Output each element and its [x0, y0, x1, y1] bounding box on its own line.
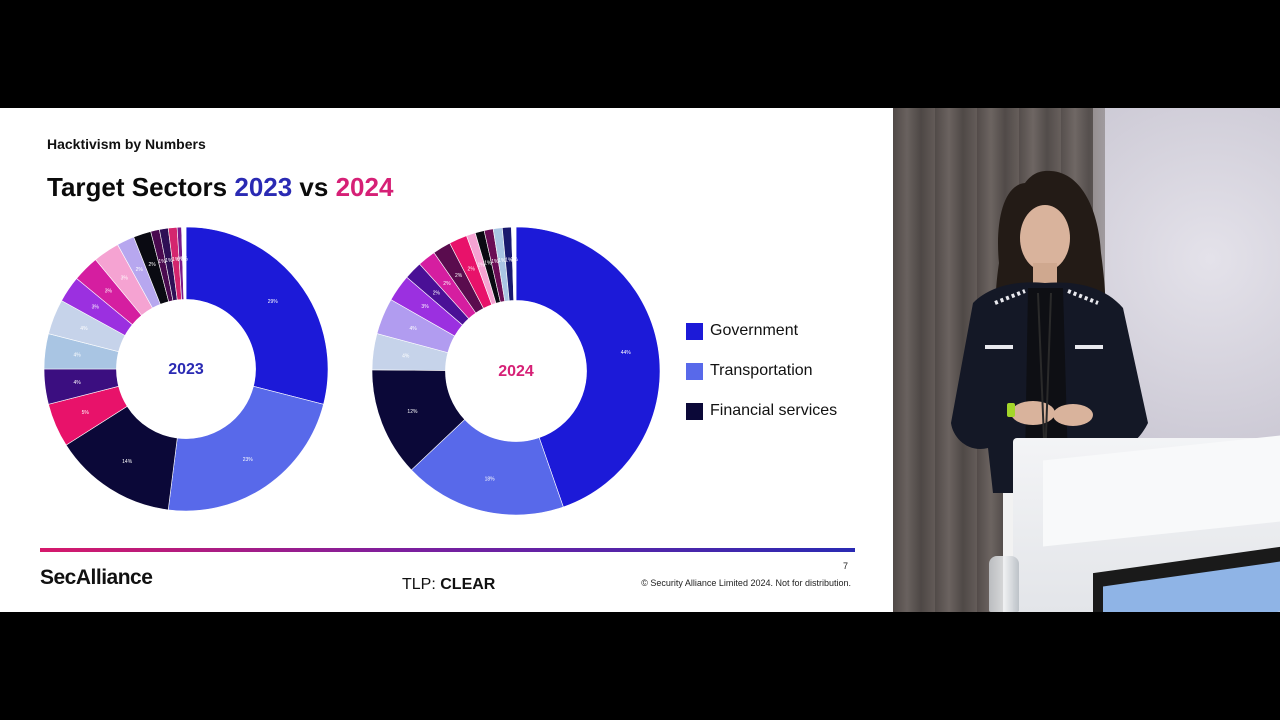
donut-hole: [445, 300, 587, 442]
slice-value-label: 5%: [82, 410, 90, 416]
secalliance-logo: SecAlliance: [40, 566, 153, 589]
copyright-notice: © Security Alliance Limited 2024. Not fo…: [641, 578, 851, 588]
slice-value-label: 0%: [511, 257, 519, 263]
donut-hole: [116, 299, 256, 439]
legend-label: Government: [710, 322, 799, 339]
tlp-prefix: TLP:: [402, 576, 441, 593]
slide-kicker: Hacktivism by Numbers: [47, 136, 206, 152]
slice-value-label: 2%: [136, 267, 144, 273]
page-number: 7: [843, 561, 849, 571]
chart-legend: Government Transportation Financial serv…: [686, 311, 837, 431]
legend-swatch: [686, 322, 703, 340]
donut-chart-2023: 29%23%14%5%4%4%4%3%3%3%2%2% 1% 1% 1%0%0%202…: [43, 226, 329, 512]
slice-value-label: 3%: [92, 305, 100, 311]
slice-value-label: 2%: [433, 291, 441, 297]
slice-value-label: 18%: [485, 476, 496, 482]
legend-item-government: Government: [686, 311, 837, 351]
title-year-2024: 2024: [335, 172, 394, 202]
legend-swatch: [686, 362, 703, 380]
slice-value-label: 29%: [268, 299, 279, 305]
slice-value-label: 4%: [73, 353, 81, 359]
slice-value-label: 0%: [177, 257, 185, 263]
slice-value-label: 4%: [73, 380, 81, 386]
title-middle: vs: [292, 172, 336, 202]
slice-value-label: 4%: [409, 326, 417, 332]
donut-center-label: 2024: [498, 363, 534, 380]
legend-item-transportation: Transportation: [686, 351, 837, 391]
slice-value-label: 1%: [498, 258, 506, 264]
footer-gradient-rule: [40, 548, 855, 552]
slice-value-label: 2%: [148, 262, 156, 268]
donut-center-label: 2023: [168, 361, 204, 378]
tlp-level: CLEAR: [440, 576, 496, 593]
slice-value-label: 12%: [407, 409, 418, 415]
water-bottle: [989, 556, 1019, 612]
slice-value-label: 0%: [181, 257, 189, 263]
slice-value-label: 23%: [243, 457, 254, 463]
legend-label: Transportation: [710, 362, 813, 379]
title-year-2023: 2023: [234, 172, 293, 202]
presentation-slide: Hacktivism by Numbers Target Sectors 202…: [0, 108, 893, 612]
slice-value-label: 1%: [172, 257, 180, 263]
legend-item-financial-services: Financial services: [686, 391, 837, 431]
donut-chart-2024: 44%18%12%4%4%3%2%2%2%2%1% 1% 1% 1% 1%0%2024: [371, 226, 661, 516]
speaker-camera-feed: [893, 108, 1280, 612]
slice-value-label: 4%: [80, 326, 88, 332]
legend-label: Financial services: [710, 402, 838, 419]
slice-value-label: 1%: [158, 259, 166, 265]
slice-value-label: 44%: [621, 350, 632, 356]
slice-value-label: 1%: [505, 257, 513, 263]
slice-value-label: 1%: [491, 259, 499, 265]
slide-title: Target Sectors 2023 vs 2024: [47, 172, 393, 203]
slice-value-label: 14%: [122, 459, 133, 465]
slice-value-label: 3%: [421, 304, 429, 310]
legend-swatch: [686, 402, 703, 420]
tlp-marking: TLP: CLEAR: [402, 576, 495, 594]
title-prefix: Target Sectors: [47, 172, 235, 202]
slice-value-label: 2%: [455, 273, 463, 279]
slice-value-label: 3%: [121, 276, 129, 282]
slice-value-label: 4%: [402, 353, 410, 359]
slice-value-label: 1%: [165, 258, 173, 264]
slice-value-label: 3%: [105, 289, 113, 295]
slice-value-label: 2%: [443, 281, 451, 287]
slice-value-label: 1%: [484, 261, 492, 267]
slice-value-label: 1%: [477, 263, 485, 269]
slice-value-label: 2%: [468, 266, 476, 272]
